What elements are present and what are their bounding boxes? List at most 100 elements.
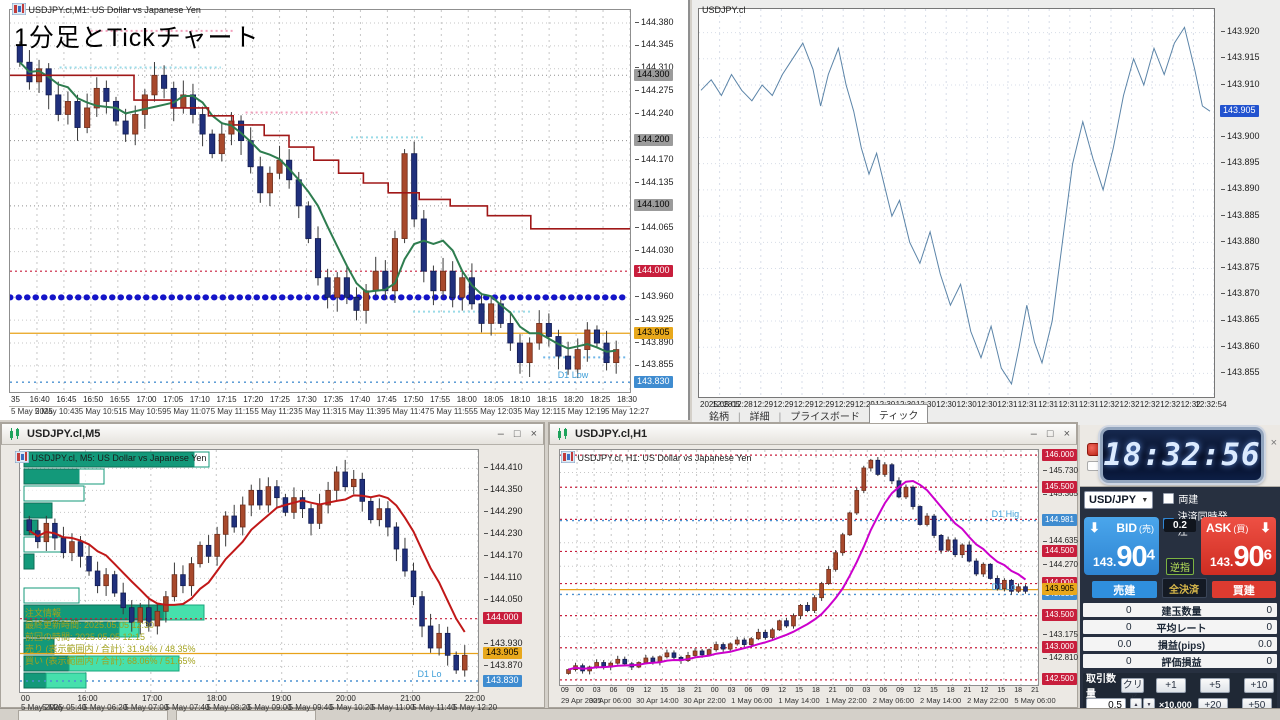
time-tick: 12:30 — [936, 400, 957, 409]
increment-button-10[interactable]: +10 — [1244, 677, 1274, 693]
time-tick: 09 — [761, 687, 770, 694]
d1-low-label: D1 Low — [557, 370, 589, 381]
time-tick: 12:29 — [773, 400, 794, 409]
row-label: 損益(pips) — [1157, 640, 1206, 652]
time-tick: 12:30 — [956, 400, 977, 409]
m1-time-axis-server[interactable]: 5 May 2025 5 May 10:43 5 May 10:51 5 May 10… — [9, 406, 649, 417]
price-tick: 144.050 — [484, 594, 523, 604]
price-tick: 144.410 — [484, 462, 523, 472]
tab-separator: | — [738, 412, 741, 423]
time-tick: 00 — [845, 687, 854, 694]
time-tick: 12:29 — [793, 400, 814, 409]
tab-symbol[interactable]: 銘柄 — [709, 412, 729, 423]
time-tick: 18 — [946, 687, 955, 694]
ask-button[interactable]: ASK (買) ⬇ 143.906 — [1201, 517, 1276, 575]
sell-open-button[interactable]: 売建 — [1092, 581, 1157, 598]
symbol-select[interactable]: USD/JPY ▼ — [1084, 491, 1154, 509]
order-info-line: 前回の時間: 2025.05.05 12:15 — [25, 632, 146, 642]
bottom-tab[interactable] — [176, 710, 316, 720]
hedge-checkbox[interactable]: 両建 — [1163, 491, 1276, 506]
price-tick: 144.230 — [484, 528, 523, 538]
price-row: ⬇ BID (売) 143.904 0.2 逆指 ASK (買) ⬇ 143.906 — [1084, 517, 1276, 575]
h1-time-axis-jst[interactable]: 09 00 03 06 09 12 15 18 21 00 03 06 09 12 15 18 21 00 03 06… — [559, 687, 1039, 696]
h1-window-titlebar[interactable]: USDJPY.cl,H1 – □ × — [549, 423, 1077, 445]
h1-time-axis-server[interactable]: 29 Apr 2025 30 Apr 06:00 30 Apr 14:00 30 Ap… — [559, 696, 1056, 706]
close-icon[interactable]: × — [1270, 437, 1277, 449]
price-tick: 143.855 — [1221, 367, 1260, 377]
time-tick: 30 Apr 14:00 — [636, 696, 679, 705]
time-tick: 17:20 — [243, 395, 264, 404]
buy-open-button[interactable]: 買建 — [1211, 581, 1276, 598]
maximize-button[interactable]: □ — [1046, 428, 1054, 440]
bid-button[interactable]: ⬇ BID (売) 143.904 — [1084, 517, 1159, 575]
limit-badge[interactable]: 逆指 — [1166, 558, 1194, 575]
clear-button[interactable]: クリア — [1121, 677, 1144, 704]
close-button[interactable]: × — [1063, 428, 1070, 440]
price-tick: 143.900 — [1221, 131, 1260, 141]
position-row: 0 建玉数量 0 — [1083, 603, 1277, 618]
time-tick: 18:00 — [206, 694, 227, 703]
price-tick: 143.895 — [1221, 157, 1260, 167]
time-tick: 30 Apr 22:00 — [683, 696, 726, 705]
increment-button-5[interactable]: +5 — [1200, 677, 1230, 693]
buy-value: 0 — [1266, 604, 1272, 616]
m1-time-axis-jst[interactable]: 35 16:40 16:45 16:50 16:55 17:00 17:05 17:10 17:… — [9, 395, 637, 405]
tick-plot[interactable] — [698, 8, 1215, 398]
time-tick: 5 May 2025 — [21, 703, 63, 712]
time-tick: 18 — [677, 687, 685, 694]
increment-button-1[interactable]: +1 — [1156, 677, 1186, 693]
price-level-label: 142.500 — [1042, 673, 1077, 686]
tab-tick[interactable]: ティック — [868, 404, 929, 425]
m5-time-axis-jst[interactable]: 00 16:00 17:00 18:00 19:00 20:00 21:00 22:00 — [19, 694, 485, 703]
m1-plot[interactable] — [9, 9, 631, 393]
price-level-label: 146.000 — [1042, 448, 1077, 461]
app-icon[interactable] — [1087, 443, 1100, 456]
maximize-button[interactable]: □ — [513, 428, 521, 440]
bottom-tab[interactable] — [18, 710, 168, 720]
m5-plot[interactable] — [19, 449, 479, 693]
tab-detail[interactable]: 詳細 — [749, 412, 770, 423]
price-level-label: 144.300 — [634, 68, 673, 81]
close-button[interactable]: × — [530, 428, 537, 440]
down-arrow-icon: ⬇ — [1260, 520, 1271, 535]
tick-price-axis[interactable]: 143.920 143.915 143.910 143.900 143.895 143.8… — [1218, 8, 1278, 398]
close-all-button[interactable]: 全決済 — [1161, 578, 1207, 598]
minimize-button[interactable]: – — [1030, 428, 1037, 440]
price-level-label: 143.905 — [483, 647, 522, 659]
m5-time-axis-server[interactable]: 5 May 2025 5 May 05:40 5 May 06:20 5 May 07… — [19, 703, 497, 713]
price-level-label: 143.905 — [1220, 104, 1259, 117]
time-tick: 17:45 — [376, 395, 397, 404]
price-tick: 142.810 — [1043, 653, 1078, 662]
price-tick: 144.275 — [635, 85, 674, 95]
time-tick: 5 May 2025 — [11, 407, 53, 416]
price-tick: 143.880 — [1221, 236, 1260, 246]
m5-window-titlebar[interactable]: USDJPY.cl,M5 – □ × — [1, 423, 544, 445]
time-tick: 1 May 14:00 — [778, 696, 820, 705]
price-tick: 144.290 — [484, 506, 523, 516]
time-tick: 09 — [896, 687, 905, 694]
tab-priceboard[interactable]: プライスボード — [790, 412, 860, 423]
time-tick: 06 — [609, 687, 618, 694]
time-tick: 12:28 — [712, 400, 733, 409]
h1-plot[interactable] — [559, 449, 1039, 686]
buy-value: 0 — [1266, 621, 1272, 633]
down-arrow-icon: ⬇ — [1089, 520, 1100, 535]
m1-price-axis[interactable]: 144.380 144.345 144.310 144.275 144.240 144.1… — [632, 9, 690, 393]
time-tick: 12 — [980, 687, 989, 694]
time-tick: 17:15 — [216, 395, 237, 404]
time-tick: 5 May 05:40 — [42, 703, 87, 712]
time-tick: 19:00 — [271, 694, 292, 703]
bottom-tab-strip — [0, 708, 1280, 720]
chart-icon — [12, 3, 26, 15]
price-tick: 143.870 — [484, 660, 523, 670]
h1-price-axis[interactable]: 145.730 145.365 144.635 144.270 143.175 142.8… — [1040, 448, 1078, 686]
position-summary: 0 建玉数量 0 0 平均レート 0 0.0 損益(pips) 0.0 0 評価損益 0 — [1083, 603, 1277, 671]
price-level-label: 143.905 — [634, 326, 673, 339]
m5-price-axis[interactable]: 144.410 144.350 144.290 144.230 144.170 144.1… — [481, 449, 543, 693]
minimize-button[interactable]: – — [497, 428, 504, 440]
time-tick: 5 May 06:00 — [1014, 696, 1056, 705]
time-tick: 16:50 — [83, 395, 104, 404]
time-tick: 09 — [626, 687, 635, 694]
time-tick: 5 May 11:40 — [412, 703, 456, 712]
time-tick: 00 — [710, 687, 719, 694]
